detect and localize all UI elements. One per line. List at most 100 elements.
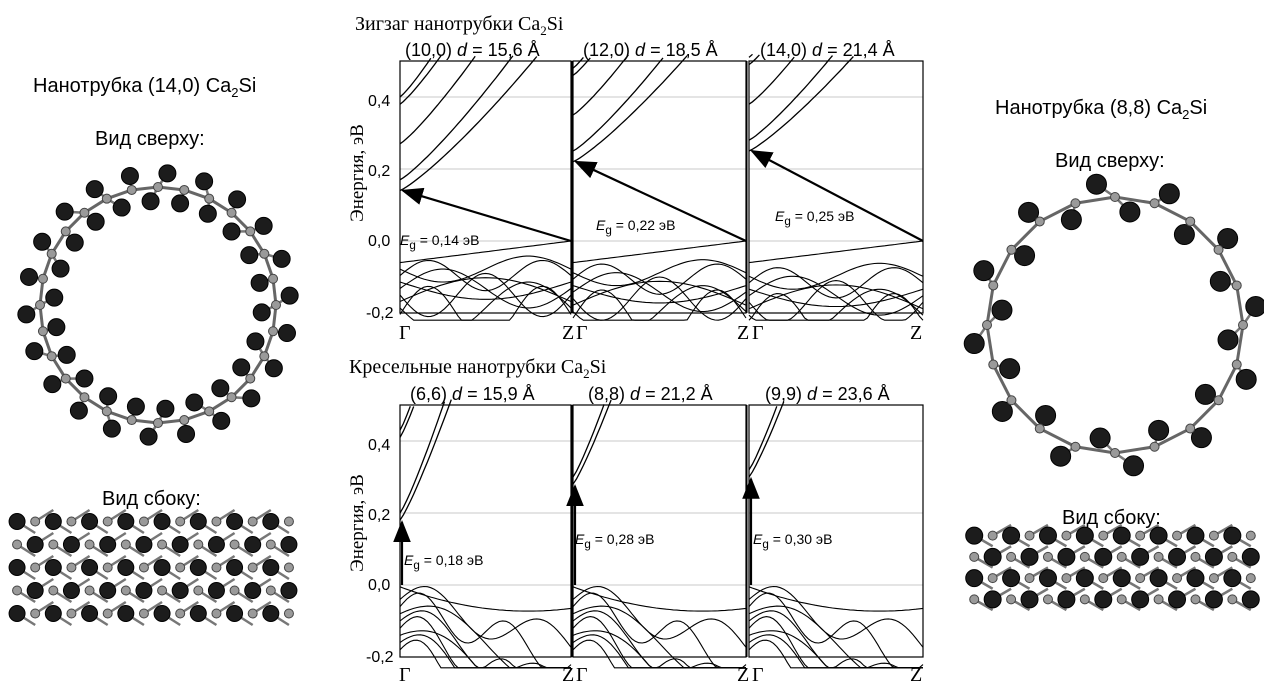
- conduction-band: [400, 57, 537, 191]
- si-atom: [61, 374, 70, 383]
- ca-atom: [46, 289, 63, 306]
- ca-atom: [281, 583, 297, 599]
- armchair-gap-label-2: Eg = 0,28 эВ: [575, 531, 654, 551]
- band-panel-1: [400, 400, 572, 668]
- si-atom: [1071, 442, 1080, 451]
- si-atom: [1080, 552, 1089, 561]
- si-atom: [1173, 574, 1182, 583]
- valence-band: [749, 617, 923, 668]
- si-atom: [47, 249, 56, 258]
- ca-atom: [1113, 570, 1130, 587]
- ca-atom: [233, 359, 250, 376]
- ca-atom: [984, 591, 1001, 608]
- ca-atom: [9, 560, 25, 576]
- conduction-band: [749, 54, 753, 57]
- ca-atom: [82, 560, 98, 576]
- ca-atom: [1132, 548, 1149, 565]
- si-atom: [284, 563, 293, 572]
- valence-band: [400, 282, 571, 320]
- valence-band: [749, 611, 923, 668]
- si-atom: [180, 416, 189, 425]
- si-atom: [1035, 217, 1044, 226]
- armchair-gap-label-1: Eg = 0,18 эВ: [404, 552, 483, 572]
- armchair-ytick-0.0: 0,0: [368, 577, 390, 595]
- conduction-band: [573, 400, 611, 484]
- panel-frame: [573, 61, 746, 313]
- si-atom: [1154, 595, 1163, 604]
- valence-band: [573, 635, 746, 668]
- ca-atom: [63, 583, 79, 599]
- bond: [1155, 203, 1191, 221]
- left-side-view-structure: [8, 510, 308, 630]
- si-atom: [80, 208, 89, 217]
- si-atom: [266, 586, 275, 595]
- ca-atom: [27, 537, 43, 553]
- ca-atom: [1000, 359, 1020, 379]
- si-atom: [102, 194, 111, 203]
- ca-atom: [190, 560, 206, 576]
- armchair-gap-label-3: Eg = 0,30 эВ: [753, 531, 832, 551]
- band-panel-1: [400, 56, 572, 321]
- zigzag-kpoint-gamma-1: Γ: [399, 322, 411, 345]
- si-atom: [266, 540, 275, 549]
- si-atom: [1154, 552, 1163, 561]
- ca-atom: [1218, 330, 1238, 350]
- ca-atom: [154, 606, 170, 622]
- band-panel-3: [749, 54, 923, 320]
- conduction-band: [573, 56, 687, 162]
- valence-band: [573, 611, 746, 668]
- ca-atom: [1150, 527, 1167, 544]
- panel-frame: [400, 405, 571, 657]
- si-atom: [205, 194, 214, 203]
- ca-atom: [1076, 570, 1093, 587]
- ca-atom: [1076, 527, 1093, 544]
- ca-atom: [172, 583, 188, 599]
- si-atom: [194, 540, 203, 549]
- si-atom: [1111, 449, 1120, 458]
- ca-atom: [1150, 570, 1167, 587]
- ca-atom: [196, 173, 213, 190]
- si-atom: [230, 540, 239, 549]
- valence-band: [400, 635, 571, 668]
- ca-atom: [212, 380, 229, 397]
- si-atom: [1117, 595, 1126, 604]
- valence-band: [573, 264, 746, 294]
- ca-atom: [66, 234, 83, 251]
- si-atom: [1071, 199, 1080, 208]
- ca-atom: [1224, 527, 1241, 544]
- si-atom: [989, 281, 998, 290]
- ca-atom: [281, 537, 297, 553]
- ca-atom: [34, 233, 51, 250]
- ca-atom: [966, 570, 983, 587]
- ca-atom: [1224, 570, 1241, 587]
- ca-atom: [984, 548, 1001, 565]
- ca-atom: [1090, 428, 1110, 448]
- conduction-band: [749, 57, 853, 152]
- ca-atom: [1132, 591, 1149, 608]
- si-atom: [1246, 531, 1255, 540]
- ca-atom: [118, 560, 134, 576]
- si-atom: [127, 416, 136, 425]
- armchair-panel-1-header: (6,6) d = 15,9 Å: [410, 384, 535, 405]
- ca-atom: [118, 606, 134, 622]
- si-atom: [1191, 595, 1200, 604]
- si-atom: [38, 327, 47, 336]
- si-atom: [212, 563, 221, 572]
- si-atom: [269, 274, 278, 283]
- si-atom: [246, 374, 255, 383]
- si-atom: [1239, 321, 1248, 330]
- ca-atom: [229, 191, 246, 208]
- zigzag-ytick-0.4: 0,4: [368, 93, 390, 111]
- ca-atom: [241, 247, 258, 264]
- si-atom: [1007, 245, 1016, 254]
- si-atom: [139, 517, 148, 526]
- ca-atom: [245, 583, 261, 599]
- si-atom: [284, 609, 293, 618]
- right-side-view-structure: [965, 525, 1264, 615]
- si-atom: [970, 595, 979, 604]
- valence-band: [573, 606, 746, 668]
- valence-band: [749, 640, 923, 668]
- ca-atom: [159, 165, 176, 182]
- si-atom: [246, 227, 255, 236]
- ca-atom: [227, 514, 243, 530]
